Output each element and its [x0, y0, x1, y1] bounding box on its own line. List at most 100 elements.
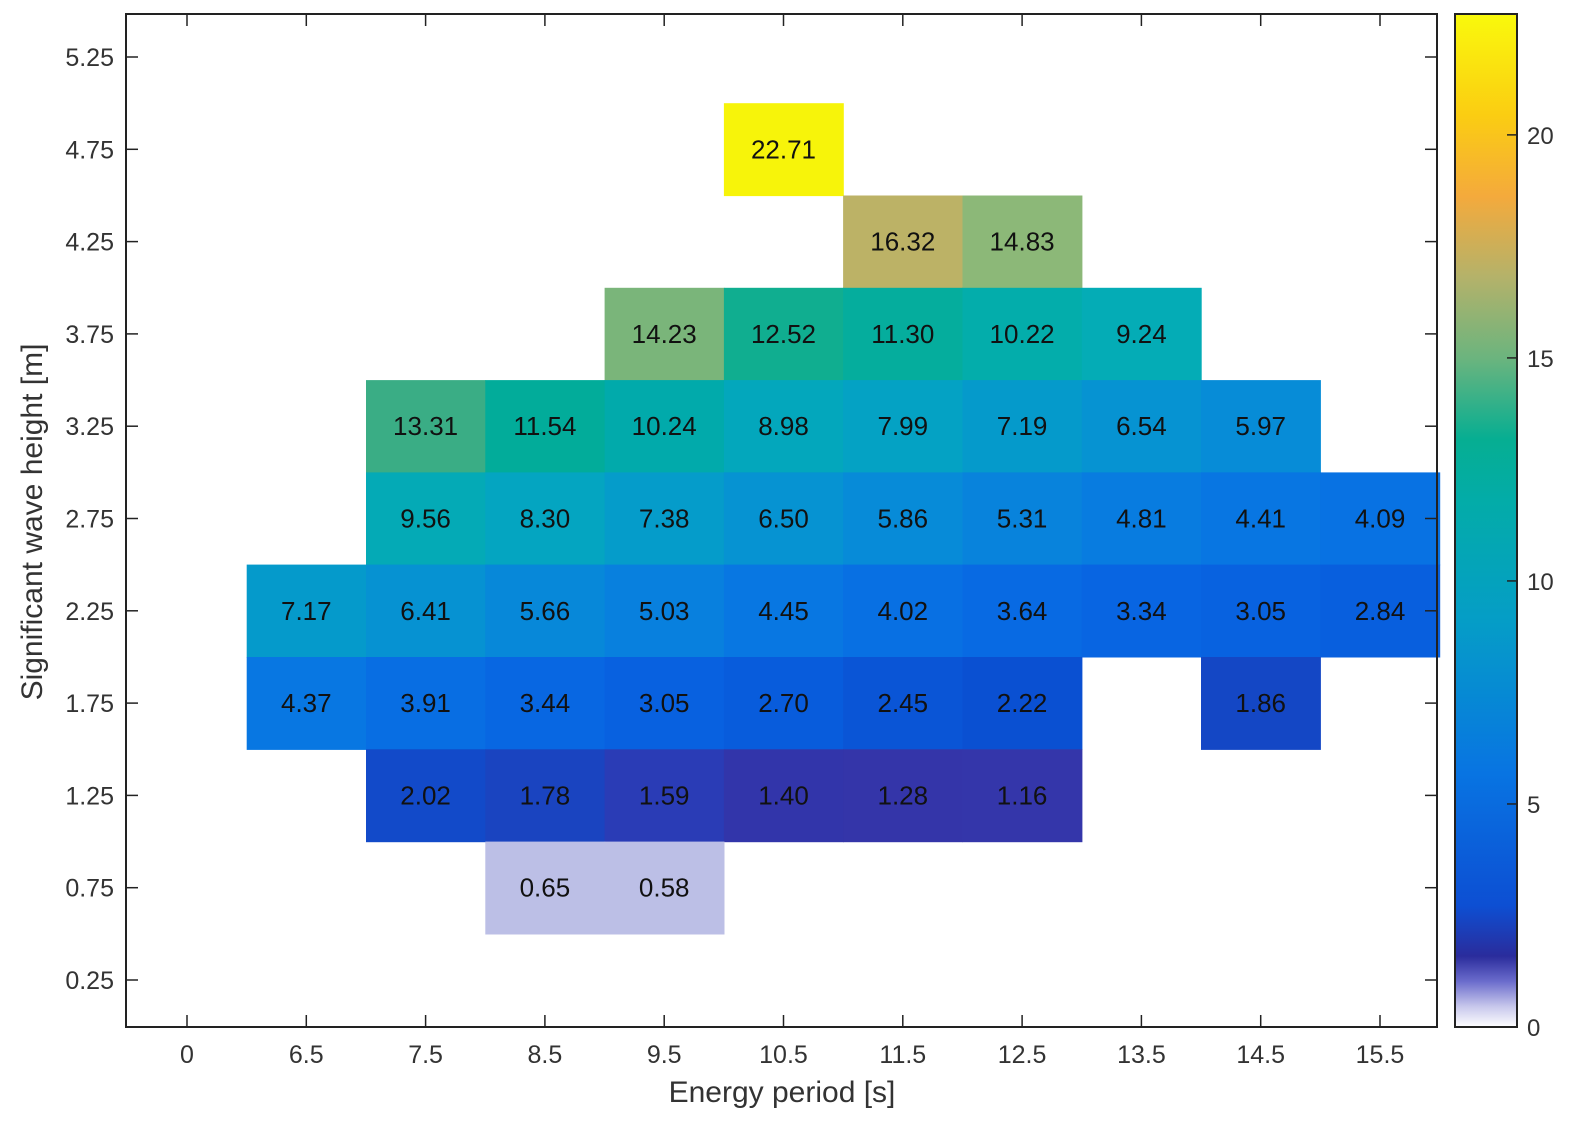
- heatmap-cell: [366, 564, 486, 658]
- cell-value-label: 5.86: [877, 504, 928, 534]
- x-tick-label: 7.5: [408, 1041, 443, 1069]
- cell-value-label: 4.41: [1235, 504, 1286, 534]
- x-tick-label: 6.5: [289, 1041, 324, 1069]
- cell-value-label: 6.41: [400, 596, 451, 626]
- x-tick-label: 11.5: [879, 1041, 926, 1069]
- heatmap-cell: [1081, 564, 1202, 658]
- cell-value-label: 1.59: [639, 780, 690, 810]
- heatmap-cell: [246, 564, 367, 658]
- x-tick-label: 8.5: [528, 1041, 563, 1069]
- colorbar-gradient: [1455, 14, 1517, 1027]
- x-tick-label: 9.5: [647, 1041, 682, 1069]
- heatmap-cell: [485, 564, 606, 658]
- x-tick-label: 12.5: [998, 1041, 1047, 1069]
- heatmap-cell: [366, 380, 486, 473]
- heatmap-cell: [604, 657, 725, 750]
- colorbar: 0 5 10 15 20: [1454, 13, 1554, 1042]
- cell-value-label: 3.34: [1116, 596, 1167, 626]
- cell-value-label: 10.22: [990, 319, 1055, 349]
- colorbar-tick-label: 15: [1527, 346, 1554, 373]
- heatmap-cells: 22.71 16.32 14.83 14.23 12.52 11.30 10.22 9.24 1…: [246, 103, 1441, 935]
- cell-value-label: 6.50: [758, 504, 809, 534]
- cell-value-label: 11.30: [871, 319, 934, 349]
- heatmap-cell: [1081, 380, 1202, 473]
- y-tick-label: 5.25: [65, 44, 114, 72]
- x-tick-label: 15.5: [1356, 1041, 1405, 1069]
- plot-frame: [125, 13, 1438, 1028]
- heatmap-cell: [366, 472, 486, 566]
- heatmap-cell: [485, 657, 606, 750]
- cell-value-label: 9.56: [400, 504, 451, 534]
- cell-value-label: 6.54: [1116, 411, 1167, 441]
- y-tick-label: 1.75: [65, 690, 114, 718]
- heatmap-cell: [962, 564, 1083, 658]
- heatmap-cell: [604, 472, 725, 566]
- heatmap-cell: [485, 472, 606, 566]
- cell-value-label: 1.78: [520, 780, 571, 810]
- cell-value-label: 5.97: [1235, 411, 1286, 441]
- heatmap-cell: [1320, 472, 1441, 566]
- cell-value-label: 7.99: [877, 411, 928, 441]
- cell-value-label: 8.30: [520, 504, 571, 534]
- y-tick-label: 2.25: [65, 598, 114, 626]
- heatmap-cell: [962, 472, 1083, 566]
- colorbar-tick-label: 5: [1527, 792, 1540, 819]
- cell-value-label: 1.28: [877, 780, 928, 810]
- y-tick-label: 4.25: [65, 229, 114, 257]
- cell-value-label: 2.22: [997, 688, 1048, 718]
- cell-value-label: 16.32: [870, 227, 935, 257]
- x-tick-label: 10.5: [759, 1041, 808, 1069]
- heatmap-cell: [485, 841, 606, 935]
- heatmap-cell: [246, 657, 367, 750]
- cell-value-label: 13.31: [393, 411, 458, 441]
- cell-value-label: 10.24: [632, 411, 697, 441]
- cell-value-label: 1.16: [997, 780, 1048, 810]
- cell-value-label: 1.86: [1235, 688, 1286, 718]
- heatmap-cell: [723, 380, 844, 473]
- heatmap-cell: [843, 472, 963, 566]
- heatmap-cell: [604, 380, 725, 473]
- cell-value-label: 8.98: [758, 411, 809, 441]
- heatmap-cell: [1201, 657, 1321, 750]
- y-tick-label: 3.25: [65, 413, 114, 441]
- heatmap-cell: [962, 657, 1083, 750]
- heatmap-cell: [723, 103, 844, 197]
- heatmap-cell: [604, 287, 725, 381]
- cell-value-label: 11.54: [513, 411, 576, 441]
- cell-value-label: 2.84: [1355, 596, 1406, 626]
- colorbar-frame: [1454, 13, 1518, 1028]
- heatmap-cell: [485, 380, 606, 473]
- heatmap-cell: [604, 841, 725, 935]
- heatmap-cell: [1201, 380, 1321, 473]
- cell-value-label: 5.66: [520, 596, 571, 626]
- cell-value-label: 1.40: [758, 780, 809, 810]
- heatmap-cell: [1081, 287, 1202, 381]
- heatmap-cell: [962, 749, 1083, 843]
- heatmap-cell: [843, 380, 963, 473]
- cell-value-label: 5.31: [997, 504, 1048, 534]
- cell-value-label: 7.38: [639, 504, 690, 534]
- cell-value-label: 0.65: [520, 873, 571, 903]
- y-tick-label: 0.75: [65, 875, 114, 903]
- cell-value-label: 3.44: [520, 688, 571, 718]
- heatmap-cell: [843, 564, 963, 658]
- cell-value-label: 9.24: [1116, 319, 1167, 349]
- cell-value-label: 14.23: [632, 319, 697, 349]
- y-tick-label: 3.75: [65, 321, 114, 349]
- y-axis-label: Significant wave height [m]: [16, 344, 49, 701]
- x-tick-label: 13.5: [1117, 1041, 1166, 1069]
- heatmap-cell: [1081, 472, 1202, 566]
- heatmap-cell: [1201, 472, 1321, 566]
- cell-value-label: 2.45: [877, 688, 928, 718]
- cell-value-label: 2.70: [758, 688, 809, 718]
- x-axis-label: Energy period [s]: [669, 1076, 896, 1109]
- cell-value-label: 14.83: [990, 227, 1055, 257]
- heatmap-cell: [843, 749, 963, 843]
- cell-value-label: 7.19: [997, 411, 1048, 441]
- heatmap-cell: [843, 195, 963, 289]
- cell-value-label: 3.05: [1235, 596, 1286, 626]
- heatmap-cell: [962, 380, 1083, 473]
- heatmap-cell: [962, 195, 1083, 289]
- cell-value-label: 4.02: [877, 596, 928, 626]
- colorbar-tick-label: 20: [1527, 123, 1554, 150]
